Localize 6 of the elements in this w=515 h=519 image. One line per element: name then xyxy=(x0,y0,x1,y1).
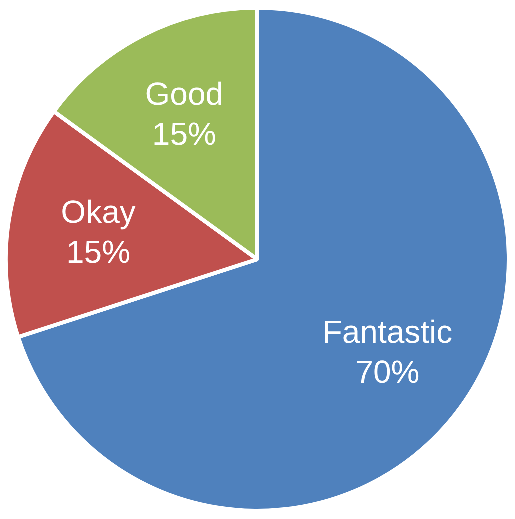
data-label: 15% xyxy=(66,234,131,270)
data-label: 70% xyxy=(356,354,420,390)
slice-label: Okay xyxy=(61,194,136,230)
slice-label: Fantastic xyxy=(322,314,453,350)
slice-label: Good xyxy=(145,76,224,112)
data-label: 15% xyxy=(152,116,216,152)
